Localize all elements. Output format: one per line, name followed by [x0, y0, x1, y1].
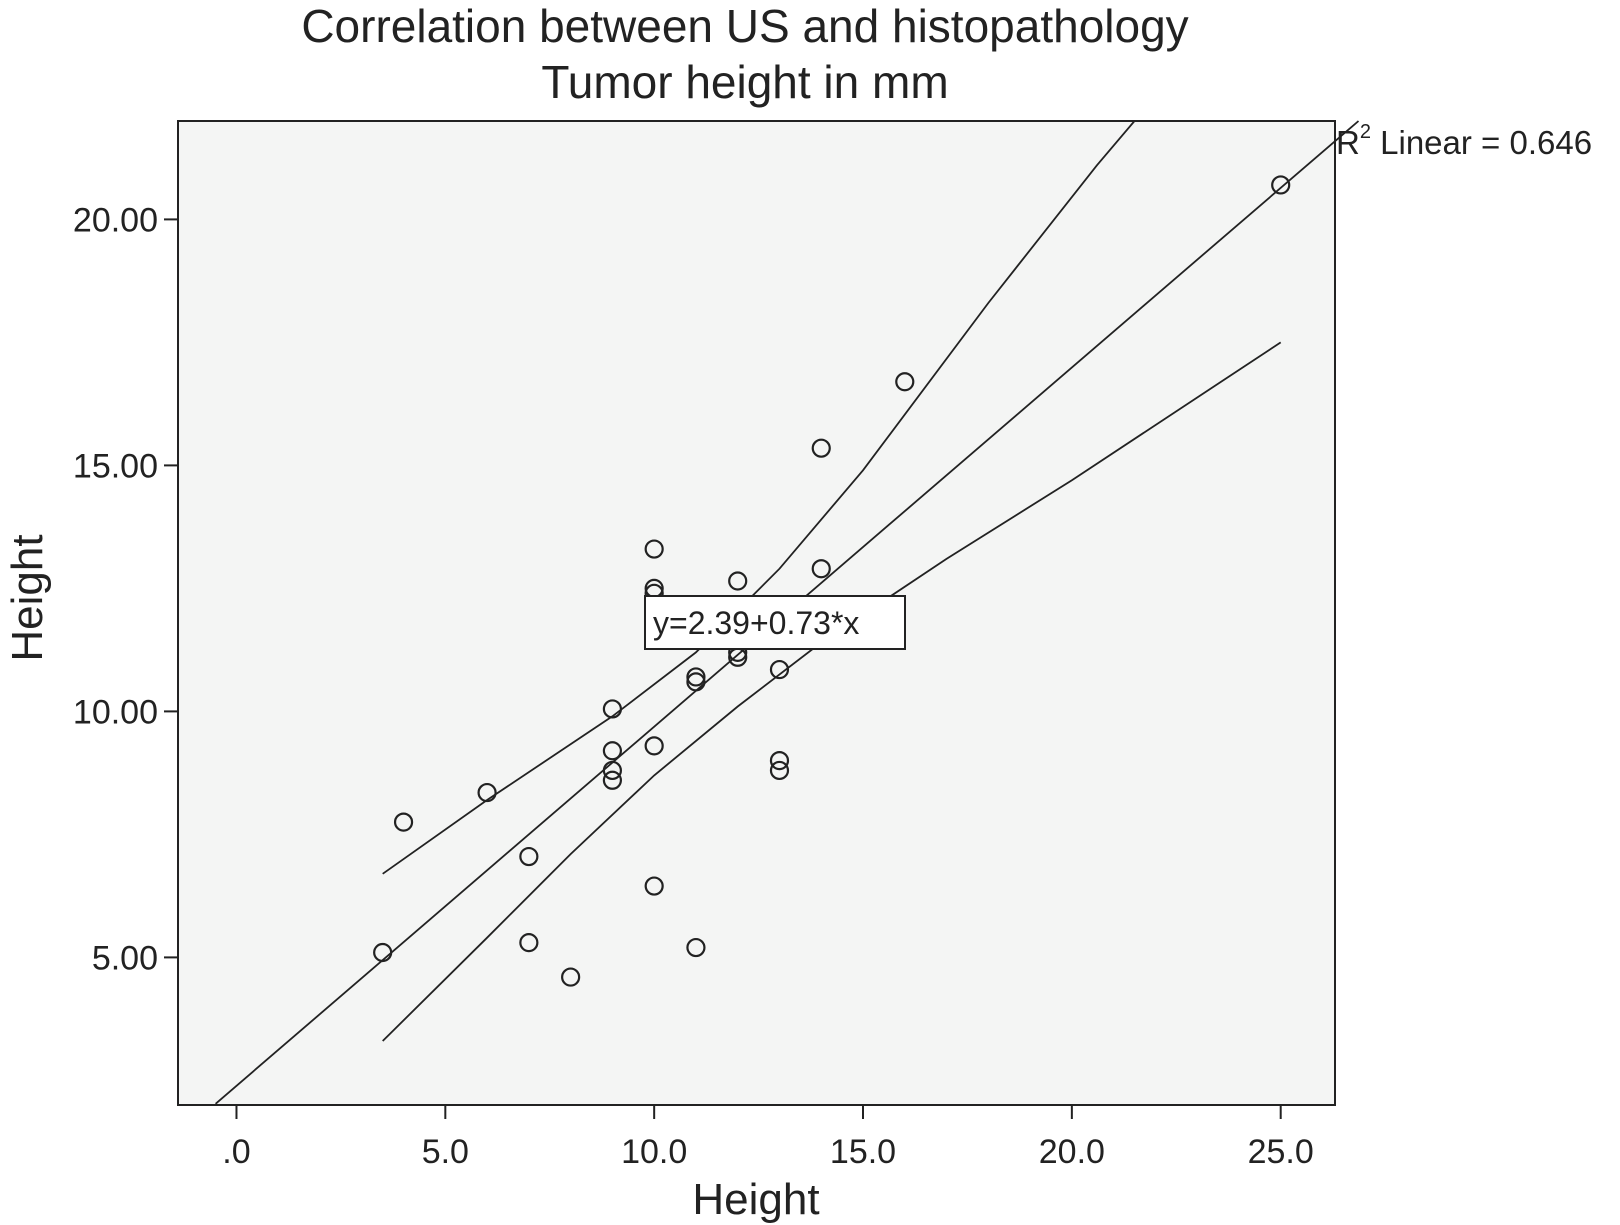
- data-point: [644, 539, 664, 559]
- y-axis-label: Height: [3, 534, 52, 661]
- x-tick-label: 5.0: [422, 1133, 469, 1171]
- data-point: [561, 967, 581, 987]
- data-point: [644, 736, 664, 756]
- chart-title: Correlation between US and histopatholog…: [301, 0, 1188, 52]
- data-point: [373, 942, 393, 963]
- x-tick-label: 10.0: [621, 1133, 687, 1171]
- data-point: [1271, 175, 1291, 195]
- equation-box: [644, 595, 906, 650]
- data-point: [728, 571, 748, 591]
- chart-subtitle: Tumor height in mm: [541, 56, 948, 108]
- data-point: [686, 937, 706, 958]
- r2-label: R2 Linear = 0.646: [1336, 121, 1592, 161]
- x-axis-label: Height: [692, 1175, 819, 1224]
- data-point: [686, 672, 706, 692]
- data-point: [602, 741, 622, 761]
- ci-lower-line: [382, 341, 1282, 1042]
- data-point: [602, 699, 622, 719]
- r2-symbol: R: [1336, 124, 1360, 161]
- x-tick-label: .0: [222, 1133, 250, 1171]
- r2-value: Linear = 0.646: [1371, 124, 1592, 161]
- x-axis: .0 5.0 10.0 15.0 20.0 25.0: [222, 1105, 1314, 1171]
- data-point: [895, 372, 915, 392]
- data-point: [811, 559, 831, 579]
- y-axis: 5.00 10.00 15.00 20.00: [73, 201, 178, 977]
- data-point: [644, 876, 664, 896]
- data-point: [602, 770, 622, 790]
- data-point: [769, 750, 790, 771]
- data-point: [477, 782, 497, 803]
- x-tick-label: 20.0: [1039, 1133, 1105, 1171]
- y-tick-label: 10.00: [73, 693, 158, 731]
- x-tick-label: 15.0: [830, 1133, 896, 1171]
- r2-superscript: 2: [1360, 121, 1371, 143]
- data-point: [769, 760, 790, 781]
- x-tick-label: 25.0: [1248, 1133, 1314, 1171]
- y-tick-label: 5.00: [92, 939, 158, 977]
- y-tick-label: 15.00: [73, 447, 158, 485]
- data-point: [519, 846, 539, 867]
- ci-upper-line: [382, 120, 1136, 875]
- equation-label: y=2.39+0.73*x: [653, 605, 859, 641]
- data-point: [602, 760, 622, 781]
- data-point: [811, 438, 831, 458]
- data-point: [393, 812, 414, 832]
- data-point: [686, 667, 706, 687]
- data-point: [519, 933, 539, 953]
- y-tick-label: 20.00: [73, 201, 158, 239]
- data-point: [769, 659, 790, 680]
